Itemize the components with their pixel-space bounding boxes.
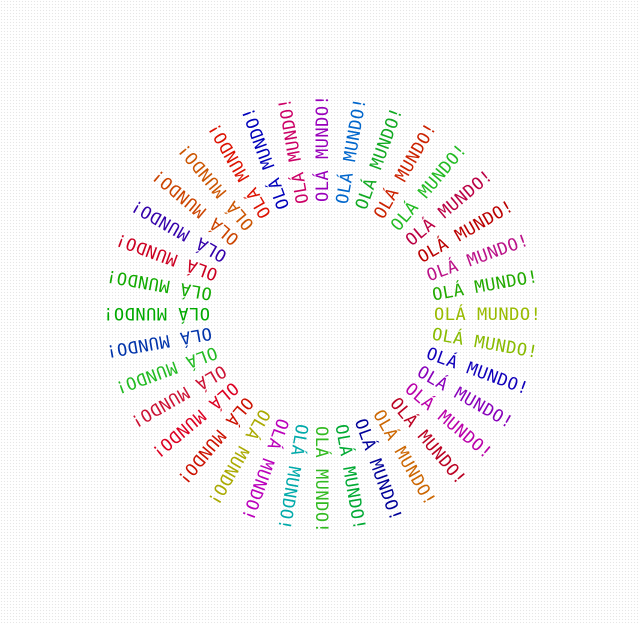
hello-world-text: OLÁ MUNDO! bbox=[434, 303, 541, 325]
hello-world-text: OLÁ MUNDO! bbox=[311, 426, 333, 533]
hello-world-text: OLÁ MUNDO! bbox=[103, 303, 210, 325]
hello-world-text: OLÁ MUNDO! bbox=[311, 95, 333, 202]
